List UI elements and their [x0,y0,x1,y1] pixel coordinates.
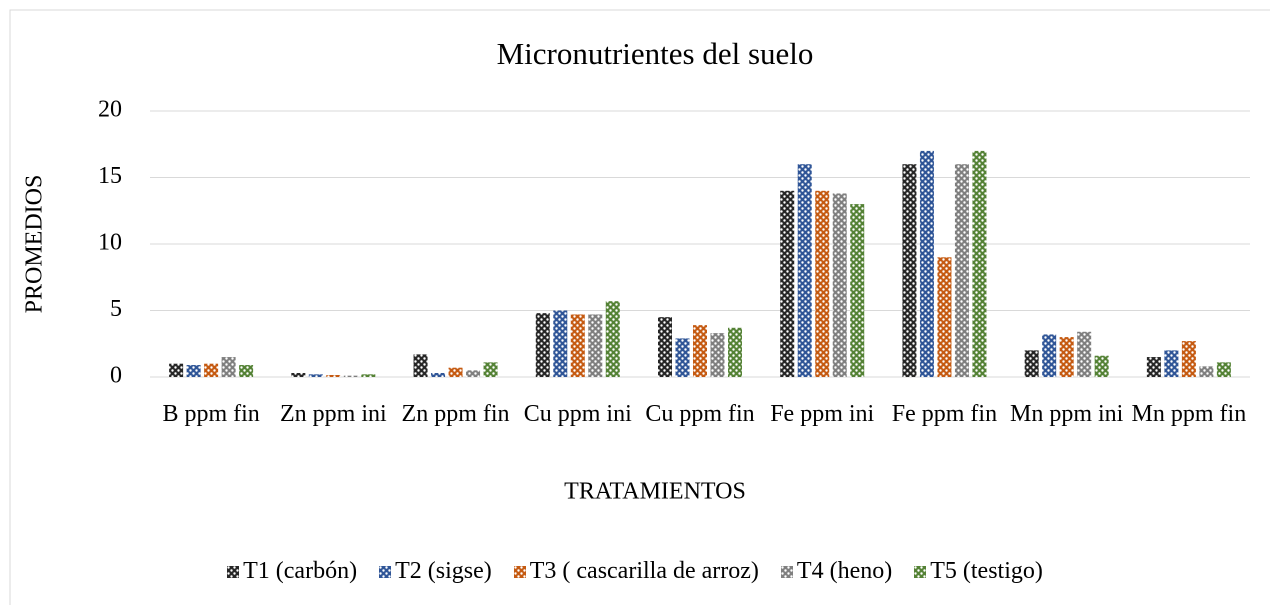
frame [9,9,1270,605]
bar [535,313,550,377]
legend-label: T2 (sigse) [395,558,492,584]
bar [239,365,254,377]
x-tick-label: Fe ppm ini [770,401,875,427]
bar [850,204,865,377]
legend-swatch [513,565,526,578]
bar [431,373,446,377]
bar [221,357,236,377]
y-tick-label: 10 [98,230,122,256]
bar [553,310,568,377]
bar [570,314,585,377]
legend-label: T5 (testigo) [930,558,1043,584]
legend-label: T3 ( cascarilla de arroz) [529,558,759,584]
legend-item: T1 (carbón) [227,558,357,585]
x-tick-label: Cu ppm ini [523,401,632,427]
bar [361,374,376,377]
bar [186,365,201,377]
bar [780,190,795,377]
y-tick-label: 15 [98,163,122,189]
bar [466,370,481,377]
bar [902,164,917,377]
x-tick-label: Fe ppm fin [891,401,998,427]
bar [815,190,830,377]
bar [728,327,742,377]
bar [1216,362,1231,377]
y-axis-label: PROMEDIOS [22,175,48,314]
bar [919,150,934,377]
bar [588,314,603,377]
x-tick-label: B ppm fin [162,401,260,427]
y-tick-label: 5 [110,296,122,322]
bar [1059,337,1074,377]
bar [1199,366,1214,377]
bar [1042,334,1057,377]
x-tick-label: Mn ppm ini [1009,401,1124,427]
bar [972,150,987,377]
bar [1094,355,1109,377]
bar [413,354,428,377]
bar [937,257,952,377]
bar [308,374,323,377]
bar [1181,341,1196,377]
bar [326,375,341,377]
legend-swatch [914,565,927,578]
legend-swatch [379,565,392,578]
x-axis-label: TRATAMIENTOS [564,479,746,505]
bar [710,333,725,377]
legend-swatch [227,565,240,578]
bar [797,164,812,377]
bar [658,317,672,377]
x-tick-label: Mn ppm fin [1131,401,1247,427]
bar [693,325,707,377]
bar [343,375,358,377]
bar [1164,350,1179,377]
chart-title: Micronutrientes del suelo [497,36,814,71]
legend-item: T4 (heno) [780,558,893,585]
legend-item: T5 (testigo) [914,558,1043,585]
bar [954,164,969,377]
y-tick-label: 20 [98,97,122,123]
x-tick-label: Zn ppm ini [279,401,387,427]
x-tick-label: Cu ppm fin [645,401,755,427]
bar [1077,331,1092,377]
legend-label: T1 (carbón) [243,558,358,584]
legend-label: T4 (heno) [796,558,893,584]
bar [1146,357,1161,377]
legend-item: T3 ( cascarilla de arroz) [513,558,759,585]
legend-item: T2 (sigse) [379,558,492,585]
bar [605,301,620,377]
y-tick-label: 0 [110,363,122,389]
bar [204,363,219,377]
bar [169,363,184,377]
bar [675,338,690,377]
bar [1024,350,1039,377]
bar [483,362,498,377]
bar [291,373,306,377]
x-tick-label: Zn ppm fin [401,401,510,427]
legend: T1 (carbón) T2 (sigse) T3 ( cascarilla de … [0,558,1270,585]
bar [448,367,463,377]
legend-swatch [780,565,793,578]
bar [832,193,847,377]
